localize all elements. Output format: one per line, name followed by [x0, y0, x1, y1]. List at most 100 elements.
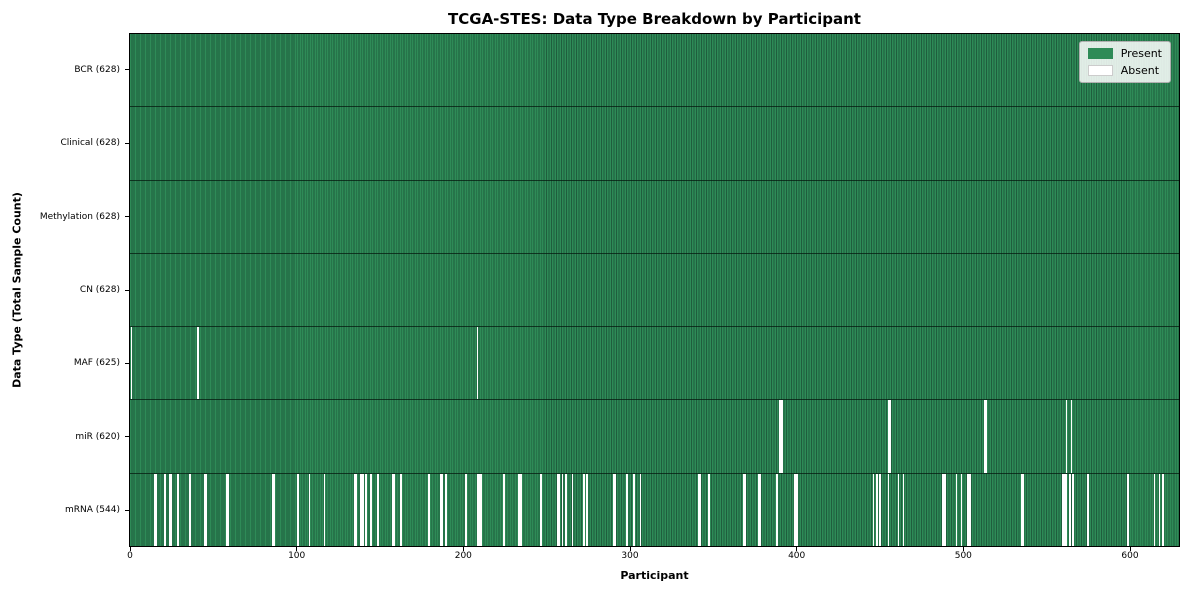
absent-stripe: [428, 473, 431, 546]
absent-stripe: [697, 473, 700, 546]
y-tick-mark: [125, 362, 129, 364]
absent-stripe: [203, 473, 206, 546]
absent-stripe: [376, 473, 379, 546]
x-tick-label: 0: [127, 551, 133, 561]
legend-label-absent: Absent: [1120, 64, 1160, 77]
legend: Present Absent: [1078, 41, 1171, 83]
absent-stripe: [476, 327, 479, 400]
absent-stripe: [556, 473, 559, 546]
absent-stripe: [503, 473, 505, 546]
x-tick-label: 600: [1121, 551, 1139, 561]
present-swatch-icon: [1087, 48, 1113, 59]
plot-area: Present Absent: [129, 33, 1180, 547]
absent-stripe: [440, 473, 442, 546]
absent-stripe: [519, 473, 522, 546]
absent-stripe: [1127, 473, 1129, 546]
row-maf: [130, 327, 1179, 401]
absent-stripe: [759, 473, 762, 546]
absent-stripe: [478, 473, 481, 546]
absent-stripe: [476, 473, 479, 546]
x-tick-label: 300: [621, 551, 639, 561]
legend-label-present: Present: [1120, 47, 1162, 60]
absent-stripe: [480, 473, 482, 546]
x-axis-label: Participant: [620, 569, 689, 582]
absent-stripe: [626, 473, 629, 546]
x-tick-mark: [1129, 547, 1131, 551]
absent-stripe: [779, 400, 782, 473]
absent-stripe: [944, 473, 946, 546]
absent-stripe: [564, 473, 567, 546]
y-tick-mark: [125, 436, 129, 438]
absent-stripe: [1063, 473, 1066, 546]
y-tick-label: Clinical (628): [60, 138, 120, 149]
absent-stripe: [272, 473, 274, 546]
absent-stripe: [205, 473, 208, 546]
row-mrna: [130, 473, 1179, 546]
y-tick-mark: [125, 69, 129, 71]
absent-stripe: [445, 473, 447, 546]
absent-stripe: [518, 473, 520, 546]
absent-stripe: [614, 473, 617, 546]
x-tick-mark: [629, 547, 631, 551]
absent-stripe: [1065, 473, 1068, 546]
x-tick-label: 200: [454, 551, 472, 561]
x-tick-mark: [462, 547, 464, 551]
absent-stripe: [365, 473, 367, 546]
absent-stripe: [539, 473, 542, 546]
absent-stripe: [776, 473, 778, 546]
absent-stripe: [879, 473, 881, 546]
absent-stripe: [872, 473, 875, 546]
absent-stripe: [558, 473, 560, 546]
x-tick-label: 400: [788, 551, 806, 561]
absent-stripe: [571, 473, 574, 546]
absent-stripe: [441, 473, 444, 546]
absent-stripe: [889, 400, 891, 473]
absent-stripe: [794, 473, 797, 546]
absent-stripe: [168, 473, 171, 546]
absent-stripe: [197, 327, 199, 400]
absent-stripe: [1022, 473, 1025, 546]
row-cn: [130, 254, 1179, 328]
x-tick-mark: [796, 547, 798, 551]
absent-swatch-icon: [1087, 65, 1113, 76]
absent-stripe: [1158, 473, 1161, 546]
y-tick-label: Methylation (628): [39, 211, 120, 222]
absent-stripe: [360, 473, 362, 546]
absent-stripe: [308, 473, 311, 546]
absent-stripe: [1062, 473, 1064, 546]
legend-entry-present: Present: [1087, 47, 1162, 60]
absent-stripe: [902, 473, 905, 546]
absent-stripe: [955, 473, 958, 546]
absent-stripe: [781, 400, 783, 473]
absent-stripe: [707, 473, 710, 546]
absent-stripe: [400, 473, 402, 546]
absent-stripe: [391, 473, 394, 546]
absent-stripe: [188, 473, 191, 546]
row-clinical: [130, 107, 1179, 181]
absent-stripe: [960, 473, 963, 546]
absent-stripe: [796, 473, 798, 546]
absent-stripe: [227, 473, 229, 546]
absent-stripe: [323, 473, 326, 546]
row-bcr: [130, 34, 1179, 108]
absent-stripe: [1065, 400, 1068, 473]
y-tick-mark: [125, 289, 129, 291]
absent-stripe: [355, 473, 357, 546]
absent-stripe: [613, 473, 615, 546]
absent-stripe: [361, 473, 364, 546]
absent-stripe: [887, 473, 890, 546]
y-tick-mark: [125, 142, 129, 144]
absent-stripe: [757, 473, 760, 546]
absent-stripe: [897, 473, 900, 546]
absent-stripe: [170, 473, 173, 546]
row-mir: [130, 400, 1179, 474]
absent-stripe: [699, 473, 702, 546]
x-tick-mark: [962, 547, 964, 551]
absent-stripe: [639, 473, 642, 546]
absent-stripe: [155, 473, 158, 546]
absent-stripe: [273, 473, 276, 546]
absent-stripe: [370, 473, 372, 546]
absent-stripe: [177, 473, 179, 546]
absent-stripe: [1072, 473, 1074, 546]
